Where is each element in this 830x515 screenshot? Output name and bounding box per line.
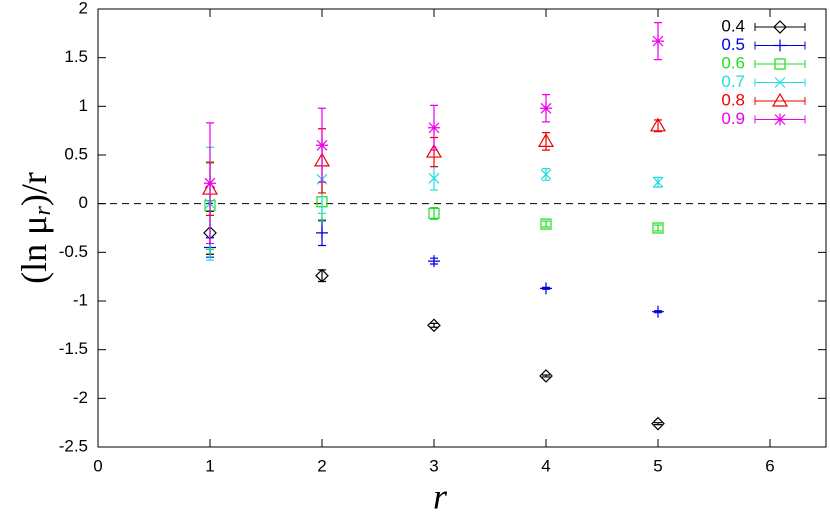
y-axis-label: (ln μr)/r bbox=[14, 172, 55, 284]
marker bbox=[774, 113, 786, 126]
legend-label: 0.6 bbox=[721, 53, 745, 72]
y-tick-label: -2 bbox=[73, 388, 88, 407]
marker bbox=[652, 35, 664, 48]
marker bbox=[428, 121, 440, 134]
marker bbox=[204, 177, 216, 190]
x-tick-label: 3 bbox=[429, 456, 438, 475]
marker bbox=[316, 139, 328, 152]
y-tick-label: 0.5 bbox=[64, 144, 88, 163]
legend-label: 0.7 bbox=[721, 72, 745, 91]
error-bar bbox=[542, 220, 550, 228]
marker bbox=[428, 207, 440, 219]
x-tick-label: 0 bbox=[93, 456, 102, 475]
x-axis-label: r bbox=[433, 476, 448, 515]
marker bbox=[774, 77, 786, 88]
marker bbox=[204, 200, 216, 212]
error-bar bbox=[654, 422, 662, 426]
x-tick-label: 6 bbox=[765, 456, 774, 475]
marker bbox=[428, 172, 440, 184]
marker bbox=[774, 58, 786, 70]
legend-label: 0.8 bbox=[721, 90, 745, 109]
legend-label: 0.9 bbox=[721, 109, 745, 128]
error-bar bbox=[542, 374, 550, 378]
marker bbox=[652, 222, 664, 234]
y-label-tail: )/r bbox=[14, 172, 54, 206]
marker bbox=[652, 305, 664, 318]
y-label-sub: r bbox=[30, 206, 56, 216]
marker bbox=[539, 369, 553, 383]
marker bbox=[540, 169, 552, 180]
legend-label: 0.5 bbox=[721, 35, 745, 54]
error-bar bbox=[430, 206, 438, 220]
marker bbox=[316, 196, 328, 208]
y-tick-label: -0.5 bbox=[59, 242, 88, 261]
plot-frame bbox=[97, 8, 827, 448]
y-label-text: (ln μ bbox=[14, 216, 54, 284]
y-tick-label: 2 bbox=[79, 0, 88, 17]
error-bar bbox=[318, 269, 326, 283]
marker bbox=[540, 102, 552, 115]
y-tick-label: 1 bbox=[79, 96, 88, 115]
x-tick-label: 4 bbox=[541, 456, 550, 475]
marker bbox=[315, 268, 329, 283]
x-tick-label: 1 bbox=[205, 456, 214, 475]
x-tick-label: 2 bbox=[317, 456, 326, 475]
y-tick-label: -1.5 bbox=[59, 339, 88, 358]
marker bbox=[651, 416, 665, 431]
x-tick-label: 5 bbox=[653, 456, 662, 475]
marker bbox=[771, 92, 789, 107]
legend-sample bbox=[754, 60, 806, 68]
marker bbox=[649, 117, 667, 132]
error-bar bbox=[654, 224, 662, 232]
legend-sample bbox=[754, 97, 806, 105]
legend-sample bbox=[754, 23, 806, 31]
y-tick-label: 0 bbox=[79, 193, 88, 212]
marker bbox=[537, 133, 555, 147]
marker bbox=[773, 20, 787, 34]
marker bbox=[540, 282, 552, 295]
marker bbox=[428, 255, 440, 268]
marker bbox=[540, 218, 552, 230]
marker bbox=[316, 226, 328, 239]
marker bbox=[652, 176, 664, 188]
error-bar bbox=[654, 119, 662, 133]
error-bar bbox=[430, 322, 438, 328]
marker bbox=[774, 39, 786, 52]
y-tick-label: -2.5 bbox=[59, 436, 88, 455]
y-tick-label: -1 bbox=[73, 290, 88, 309]
marker bbox=[425, 143, 443, 158]
y-tick-label: 1.5 bbox=[64, 47, 88, 66]
legend-label: 0.4 bbox=[721, 16, 745, 35]
marker bbox=[427, 318, 441, 333]
